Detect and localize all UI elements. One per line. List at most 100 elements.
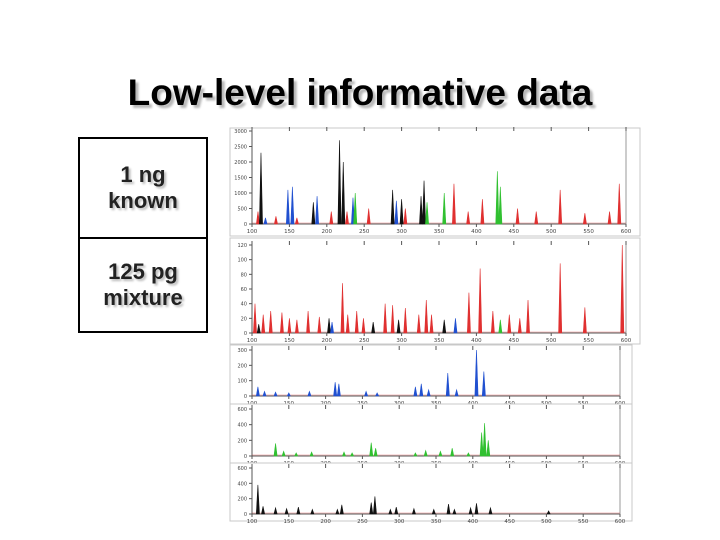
peak (474, 349, 479, 397)
peak (582, 307, 587, 334)
peak (452, 508, 457, 515)
peak (333, 382, 338, 397)
peak (416, 314, 421, 334)
peak (373, 448, 378, 457)
x-tick-label: 500 (546, 338, 557, 344)
peak (340, 283, 345, 334)
x-tick-label: 300 (394, 519, 405, 525)
peak (558, 189, 563, 225)
peak (256, 324, 261, 334)
peak (607, 211, 612, 225)
x-tick-label: 100 (247, 519, 258, 525)
peak (296, 507, 301, 515)
chart-panel-1: 0 500 1000 1500 2000 2500 3000 100 150 200 250 300 3… (229, 127, 641, 237)
peak (262, 390, 267, 397)
y-tick-label: 200 (237, 363, 247, 369)
peak (426, 388, 431, 397)
panel-frame (229, 237, 641, 345)
mixture-type-label: mixture (103, 285, 183, 310)
chart-panel-4: 0200400600100150200250300350400450500550… (229, 403, 633, 467)
peak (474, 503, 479, 515)
x-tick-label: 550 (578, 519, 589, 525)
y-tick-label: 3000 (234, 129, 247, 135)
peak (261, 506, 266, 515)
peak (335, 508, 340, 515)
peak (294, 319, 299, 334)
x-tick-label: 600 (621, 338, 632, 344)
peak (411, 507, 416, 515)
peak (452, 183, 456, 225)
x-tick-label: 450 (509, 338, 520, 344)
y-tick-label: 20 (241, 316, 247, 322)
peak (423, 449, 428, 457)
y-tick-label: 600 (237, 466, 247, 472)
peak (369, 502, 374, 515)
peak (454, 388, 459, 397)
y-tick-label: 80 (241, 272, 247, 278)
x-tick-label: 450 (504, 519, 515, 525)
x-tick-label: 250 (359, 229, 370, 235)
peak (467, 292, 471, 334)
y-tick-label: 1000 (234, 191, 247, 197)
y-tick-label: 60 (241, 287, 247, 293)
y-tick-label: 2500 (234, 145, 247, 151)
x-tick-label: 250 (357, 519, 368, 525)
peak (482, 423, 487, 457)
x-tick-label: 150 (284, 519, 295, 525)
peak (345, 211, 349, 225)
panel-frame (229, 127, 641, 237)
peak (479, 432, 484, 457)
peak (446, 503, 451, 515)
peak (390, 189, 395, 225)
x-tick-label: 550 (583, 229, 594, 235)
x-tick-label: 600 (621, 229, 632, 235)
x-tick-label: 400 (471, 229, 482, 235)
known-type-label: known (108, 188, 178, 213)
x-tick-label: 400 (471, 338, 482, 344)
peak (327, 318, 331, 334)
peak (345, 314, 350, 334)
x-tick-label: 350 (434, 229, 445, 235)
y-tick-label: 400 (237, 481, 247, 487)
y-tick-label: 0 (244, 331, 247, 337)
peak (273, 443, 278, 457)
peak (256, 211, 260, 225)
peak (273, 216, 278, 225)
peak (466, 211, 471, 225)
peak (253, 303, 257, 334)
peak (375, 392, 380, 397)
x-tick-label: 450 (509, 229, 520, 235)
peak (383, 303, 388, 334)
y-tick-label: 40 (241, 302, 247, 308)
y-tick-label: 200 (237, 497, 247, 503)
x-tick-label: 500 (541, 519, 552, 525)
chart-panel-5: 0 200 400 600 100 150 200 250 300 350 400 450 500 550… (229, 462, 633, 525)
y-tick-label: 400 (237, 423, 247, 429)
peak (413, 386, 418, 397)
peak (495, 171, 500, 225)
peak (481, 371, 486, 397)
peak (310, 508, 315, 515)
x-tick-label: 300 (396, 338, 407, 344)
peak (364, 390, 369, 397)
peak (336, 383, 341, 397)
peak (424, 299, 429, 334)
y-tick-label: 100 (237, 379, 247, 385)
peak (445, 372, 450, 397)
x-tick-label: 150 (284, 338, 295, 344)
x-tick-label: 100 (247, 338, 258, 344)
y-tick-label: 1500 (234, 176, 247, 182)
chart-panel-2: 0 20 40 60 80 100 120 100 150 200 250 300 350 400 450 5… (229, 237, 641, 345)
peak (534, 211, 539, 225)
peak (306, 310, 311, 334)
peak (307, 390, 312, 397)
x-tick-label: 200 (322, 338, 333, 344)
peak (284, 507, 289, 515)
peak (450, 448, 455, 457)
peak (403, 208, 408, 225)
peak (290, 186, 295, 225)
peak (453, 318, 458, 334)
y-tick-label: 120 (237, 243, 247, 249)
y-tick-label: 0 (244, 512, 247, 518)
